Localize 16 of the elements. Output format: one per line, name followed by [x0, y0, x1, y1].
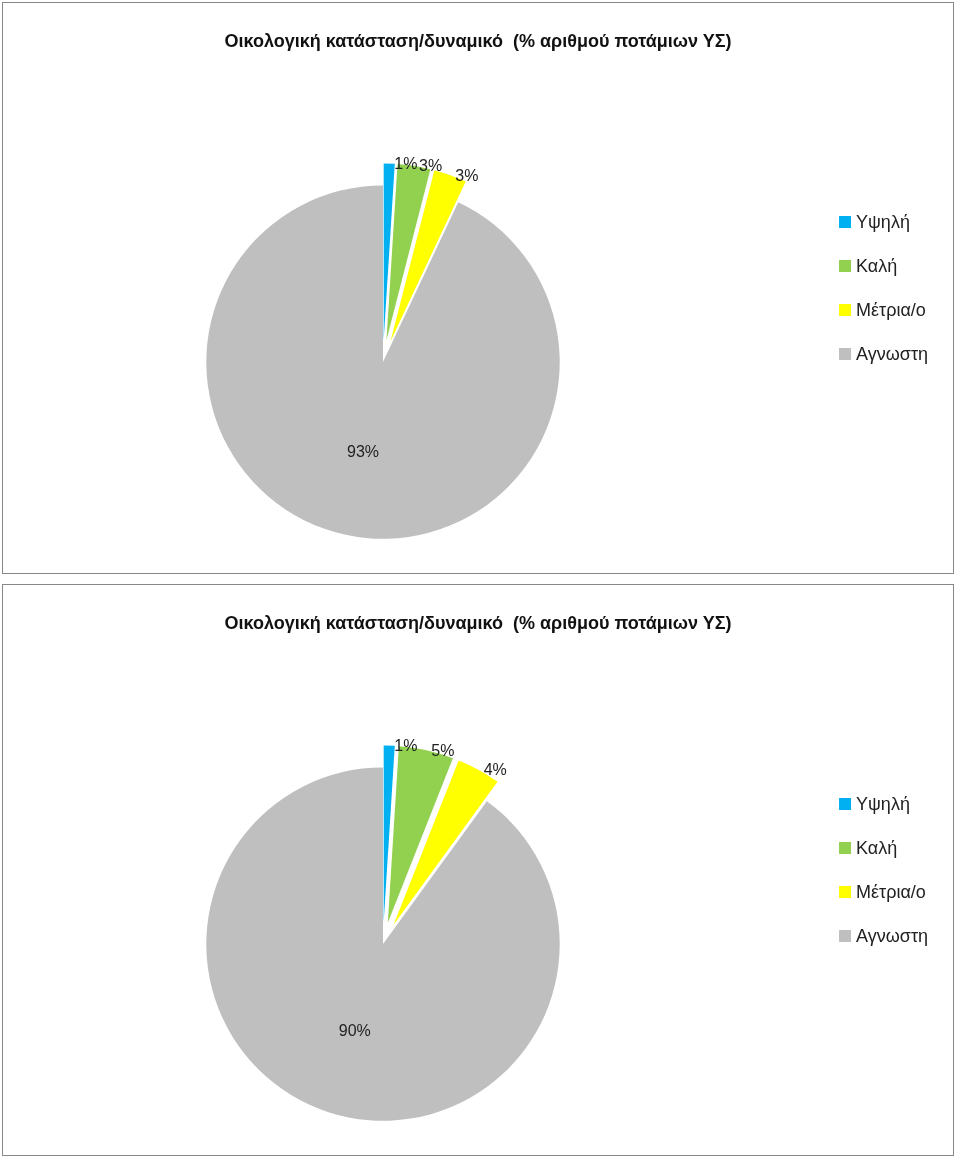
legend-label: Μέτρια/ο [856, 882, 926, 902]
data-label: 93% [347, 442, 380, 460]
chart-title: Οικολογική κατάσταση/δυναμικό (% αριθμού ποτάμιων ΥΣ) [224, 613, 732, 633]
legend-label: Αγνωστη [856, 344, 928, 364]
data-label: 3% [455, 166, 479, 184]
data-label: 90% [338, 1022, 371, 1040]
data-label: 5% [431, 741, 455, 759]
legend-label: Καλή [856, 838, 898, 858]
legend-label: Αγνωστη [856, 926, 928, 946]
data-label: 4% [483, 761, 507, 779]
legend-label: Υψηλή [856, 794, 910, 814]
chart-title: Οικολογική κατάσταση/δυναμικό (% αριθμού ποτάμιων ΥΣ) [224, 31, 732, 51]
data-label: 3% [419, 157, 443, 175]
legend-label: Υψηλή [856, 212, 910, 232]
legend-label: Μέτρια/ο [856, 300, 926, 320]
legend-label: Καλή [856, 256, 898, 276]
